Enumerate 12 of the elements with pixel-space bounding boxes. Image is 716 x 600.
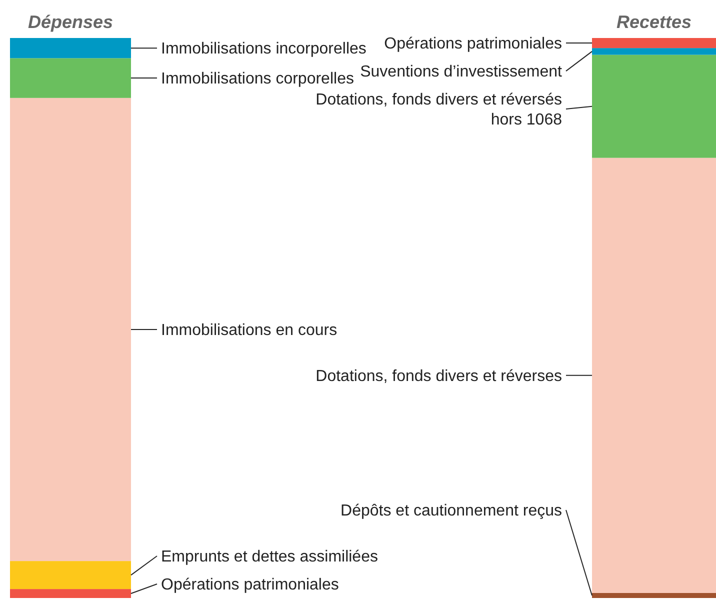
- series-label: Suventions d’investissement: [360, 64, 563, 81]
- series-label: Immobilisations en cours: [161, 322, 338, 340]
- series-label: Dotations, fonds divers et réverses: [316, 368, 562, 385]
- text: Dépôts et cautionnement reçus: [340, 502, 562, 520]
- x-tick-label: Recettes: [616, 12, 692, 32]
- series-label: Dotations, fonds divers et réversés hors 1068: [316, 92, 562, 129]
- series-label: Immobilisations corporelles: [161, 70, 354, 88]
- series-label: Emprunts et dettes assimiliées: [161, 548, 378, 566]
- series-label: Opérations patrimoniales: [161, 576, 339, 594]
- series-label: Immobilisations incorporelles: [161, 40, 366, 58]
- x-tick-label: Dépenses: [28, 12, 114, 32]
- series-label: Opérations patrimoniales: [384, 36, 562, 53]
